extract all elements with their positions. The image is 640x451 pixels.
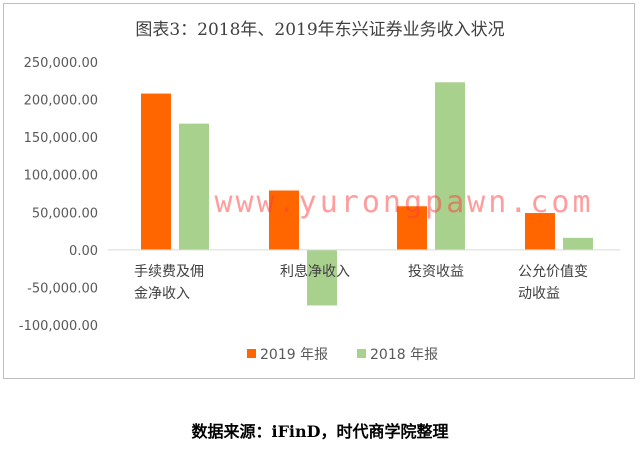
bar-series1-cat3 (397, 206, 427, 250)
source-note: 数据来源：iFinD，时代商学院整理 (191, 422, 449, 441)
legend-label-2: 2018 年报 (370, 347, 438, 363)
x-tick-label: 利息净收入 (280, 263, 350, 280)
x-tick-label: 金净收入 (134, 286, 190, 302)
bar-series1-cat4 (525, 213, 555, 250)
y-tick-label: 100,000.00 (24, 169, 98, 184)
y-tick-label: 150,000.00 (24, 131, 98, 146)
bar-series1-cat1 (141, 93, 171, 250)
bar-series2-cat2 (307, 249, 337, 306)
x-tick-label: 公允价值变 (518, 264, 588, 280)
chart-title: 图表3：2018年、2019年东兴证券业务收入状况 (135, 20, 504, 40)
watermark-text: www.yurongpawn.com (214, 185, 593, 220)
chart-frame: 图表3：2018年、2019年东兴证券业务收入状况 250,000.00 200,0… (3, 3, 635, 379)
legend-swatch-1 (247, 349, 256, 358)
legend-swatch-2 (357, 349, 366, 358)
x-tick-label: 投资收益 (408, 264, 464, 280)
y-tick-label: 250,000.00 (24, 56, 98, 71)
y-tick-label: 0.00 (69, 244, 98, 259)
bar-series2-cat1 (179, 123, 209, 250)
x-tick-label: 手续费及佣 (134, 263, 204, 280)
bar-series2-cat3 (435, 82, 465, 250)
y-tick-label: 50,000.00 (32, 206, 98, 221)
legend-label-1: 2019 年报 (260, 347, 328, 363)
y-tick-label: -100,000.00 (19, 319, 98, 334)
y-tick-label: 200,000.00 (24, 94, 98, 109)
bar-series1-cat2 (269, 190, 299, 250)
bar-chart: 图表3：2018年、2019年东兴证券业务收入状况 250,000.00 200,0… (19, 20, 620, 363)
y-tick-label: -50,000.00 (27, 281, 98, 296)
bar-series2-cat4 (563, 237, 593, 250)
x-tick-label: 动收益 (518, 286, 560, 302)
